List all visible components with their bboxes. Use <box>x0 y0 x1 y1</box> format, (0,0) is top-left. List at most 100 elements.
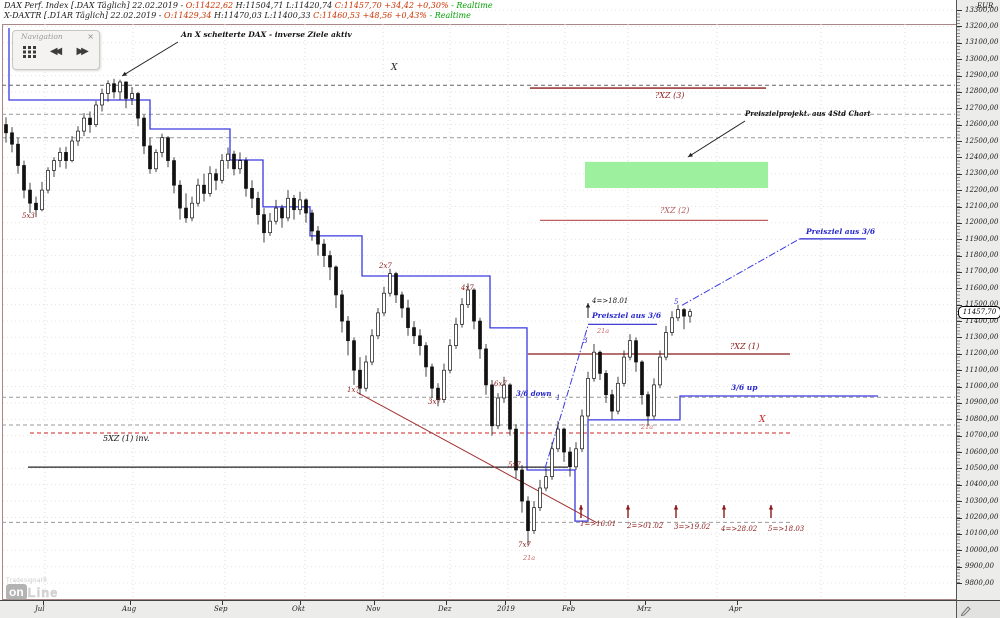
quote-line-xdax: X-DAXTR [.D1AR Täglich] 22.02.2019 - O:1… <box>4 11 471 21</box>
time-tick <box>645 601 646 605</box>
price-tick <box>957 517 962 519</box>
price-axis-ticks <box>957 10 960 584</box>
price-axis-label: 13200,00 <box>965 21 999 30</box>
time-axis[interactable]: Jul Aug Sep Okt Nov Dez 2019 Feb Mrz Apr <box>0 600 956 618</box>
navigation-buttons: ◀◀ ▶▶ <box>13 41 99 62</box>
tradesignal-logo: Tradesignal® on Line <box>6 578 58 600</box>
price-tick <box>957 435 962 437</box>
grid-view-button[interactable] <box>19 43 40 60</box>
axis-edit-icon[interactable] <box>960 604 972 617</box>
price-tick <box>957 304 962 306</box>
quote-segment: H:11470,03 L:11400,33 <box>214 11 314 20</box>
rewind-icon: ◀◀ <box>49 45 62 57</box>
price-tick <box>957 484 962 486</box>
price-axis-label: 12000,00 <box>965 218 999 227</box>
price-axis-label: 12700,00 <box>965 103 999 112</box>
grid-icon <box>22 45 36 58</box>
price-axis-label: 11200,00 <box>965 349 999 358</box>
time-axis-label: Aug <box>122 605 137 613</box>
fast-forward-icon: ▶▶ <box>76 45 88 57</box>
price-tick <box>957 26 962 28</box>
price-tick <box>957 141 962 142</box>
price-axis-label: 10400,00 <box>965 480 999 489</box>
price-tick <box>957 501 962 503</box>
price-tick <box>957 353 962 355</box>
price-tick <box>957 108 962 110</box>
price-axis[interactable]: EUR 11457,70 13300,00 13200,00 13100,00 130… <box>956 0 1000 618</box>
price-axis-label: 11000,00 <box>965 382 999 390</box>
step-back-button[interactable]: ◀◀ <box>46 43 67 60</box>
price-axis-label: 10700,00 <box>965 431 999 440</box>
price-axis-label: 11900,00 <box>965 234 999 243</box>
quote-segment: O:11429,34 <box>164 11 214 20</box>
time-axis-label: 2019 <box>497 605 515 613</box>
price-axis-label: 11800,00 <box>965 251 999 260</box>
price-tick <box>957 370 962 372</box>
axis-corner <box>956 600 1000 618</box>
price-axis-label: 10600,00 <box>965 447 999 456</box>
price-tick <box>957 10 962 11</box>
price-tick <box>957 583 962 584</box>
price-axis-label: 10300,00 <box>965 496 999 505</box>
price-tick <box>957 566 962 568</box>
logo-on-box: on <box>6 584 27 600</box>
price-axis-label: 10500,00 <box>965 463 999 472</box>
quote-segment: - Realtime <box>448 1 493 10</box>
navigation-panel: Navigation × ◀◀ ▶▶ <box>12 30 100 70</box>
price-axis-label: 12400,00 <box>965 152 999 161</box>
price-axis-label: 9900,00 <box>965 562 994 571</box>
time-tick <box>43 601 44 605</box>
quote-segment: DAX Perf. Index [.DAX Täglich] 22.02.201… <box>4 1 186 10</box>
close-icon[interactable]: × <box>87 31 94 41</box>
price-tick <box>957 42 962 44</box>
price-axis-label: 10800,00 <box>965 414 999 423</box>
price-axis-label: 11100,00 <box>965 365 999 374</box>
time-axis-label: Nov <box>366 605 381 613</box>
quote-segment: H:11504,71 L:11420,74 <box>235 1 335 10</box>
time-axis-label: Feb <box>562 605 576 613</box>
price-axis-label: 12600,00 <box>965 120 999 129</box>
time-axis-label: Mrz <box>637 605 652 613</box>
time-tick <box>570 601 571 605</box>
price-axis-label: 13000,00 <box>965 54 999 63</box>
quote-segment: O:11422,62 <box>185 1 236 10</box>
price-axis-label: 10000,00 <box>965 545 999 554</box>
price-tick <box>957 239 962 241</box>
price-tick <box>957 402 962 404</box>
price-axis-label: 11600,00 <box>965 283 999 292</box>
price-axis-label: 11700,00 <box>965 267 999 276</box>
navigation-titlebar: Navigation × <box>13 31 99 41</box>
time-tick <box>505 601 506 605</box>
price-axis-label: 11300,00 <box>965 332 999 341</box>
price-axis-label: 9800,00 <box>965 578 994 587</box>
time-tick <box>446 601 447 605</box>
time-axis-label: Sep <box>214 605 228 613</box>
quote-segment: X-DAXTR [.D1AR Täglich] 22.02.2019 - <box>4 11 165 20</box>
price-axis-label: 12500,00 <box>965 136 999 145</box>
time-tick <box>374 601 375 605</box>
price-axis-label: 12300,00 <box>965 169 999 178</box>
step-forward-button[interactable]: ▶▶ <box>72 43 93 60</box>
price-tick <box>957 533 962 535</box>
price-axis-label: 11500,00 <box>965 300 999 309</box>
price-marker: 11457,70 <box>958 305 1000 319</box>
time-axis-label: Okt <box>292 605 305 613</box>
time-tick <box>300 601 301 605</box>
chart-plot-area[interactable] <box>2 24 957 600</box>
price-axis-label: 10900,00 <box>965 398 999 407</box>
time-tick <box>130 601 131 605</box>
price-tick <box>957 321 962 323</box>
time-tick <box>222 601 223 605</box>
price-tick <box>957 271 962 273</box>
price-axis-label: 10200,00 <box>965 513 999 521</box>
time-axis-label: Jul <box>35 605 45 613</box>
quote-segment: C:11457,70 +34,42 +0,30% <box>334 1 449 10</box>
price-tick <box>957 337 962 339</box>
price-tick <box>957 468 962 470</box>
price-axis-label: 13100,00 <box>965 38 999 47</box>
time-axis-label: Apr <box>729 605 742 613</box>
price-axis-label: 11400,00 <box>965 316 999 325</box>
price-axis-label: 12100,00 <box>965 202 999 210</box>
price-axis-label: 13300,00 <box>965 5 999 14</box>
